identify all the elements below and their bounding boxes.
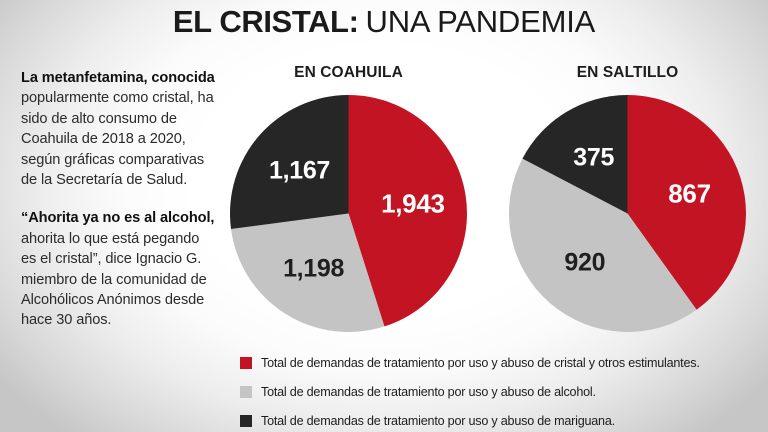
legend-swatch-icon [240,385,252,398]
pie-slice[interactable] [522,95,628,214]
article-paragraph-1-lead: La metanfetamina, conocida [21,70,215,86]
pie-slice[interactable] [230,95,349,230]
pie-chart-saltillo-canvas: 867 920 375 [509,95,746,332]
article-paragraph-2: “Ahorita ya no es al alcohol, ahorita lo… [21,208,217,330]
title-strong: EL CRISTAL: [172,4,359,39]
legend-item-label: Total de demandas de tratamiento por uso… [261,384,596,399]
pie-slice[interactable] [627,95,746,310]
pie-svg [230,95,467,332]
legend-swatch-icon [240,356,252,369]
legend-swatch-icon [240,414,252,427]
pie-slice-value: 920 [564,248,606,277]
pie-chart-saltillo-title: EN SALTILLO [576,64,679,81]
pie-slice-value: 375 [573,143,615,172]
article-paragraph-2-body: ahorita lo que está pegando es el crista… [21,230,207,329]
title-light: UNA PANDEMIA [365,4,596,39]
pie-slice-value: 867 [668,178,711,209]
page-title: EL CRISTAL: UNA PANDEMIA [0,0,768,44]
pie-slice-value: 1,198 [283,254,345,282]
pie-slice[interactable] [231,213,385,332]
pie-slice-value: 1,167 [268,156,331,184]
article-paragraph-1: La metanfetamina, conocida popularmente … [21,68,217,190]
legend-item[interactable]: Total de demandas de tratamiento por uso… [240,348,760,377]
legend-item-label: Total de demandas de tratamiento por uso… [261,355,700,370]
pie-chart-coahuila-title: EN COAHUILA [294,64,403,81]
article-paragraph-1-body: popularmente como cristal, ha sido de al… [21,90,214,189]
pie-svg [509,95,746,332]
article-paragraph-2-lead: “Ahorita ya no es al alcohol, [21,210,215,227]
legend-item[interactable]: Total de demandas de tratamiento por uso… [240,406,760,432]
pie-chart-saltillo: EN SALTILLO 867 920 375 [509,62,746,332]
legend-item-label: Total de demandas de tratamiento por uso… [261,413,615,428]
pie-slice[interactable] [348,95,467,327]
pie-chart-coahuila-canvas: 1,943 1,198 1,167 [230,95,467,332]
article-text: La metanfetamina, conocida popularmente … [21,68,217,331]
chart-legend: Total de demandas de tratamiento por uso… [240,348,760,432]
pie-slice[interactable] [509,158,697,332]
pie-slice-value: 1,943 [381,188,445,218]
legend-item[interactable]: Total de demandas de tratamiento por uso… [240,377,760,406]
pie-chart-coahuila: EN COAHUILA 1,943 1,198 1,167 [230,62,467,332]
